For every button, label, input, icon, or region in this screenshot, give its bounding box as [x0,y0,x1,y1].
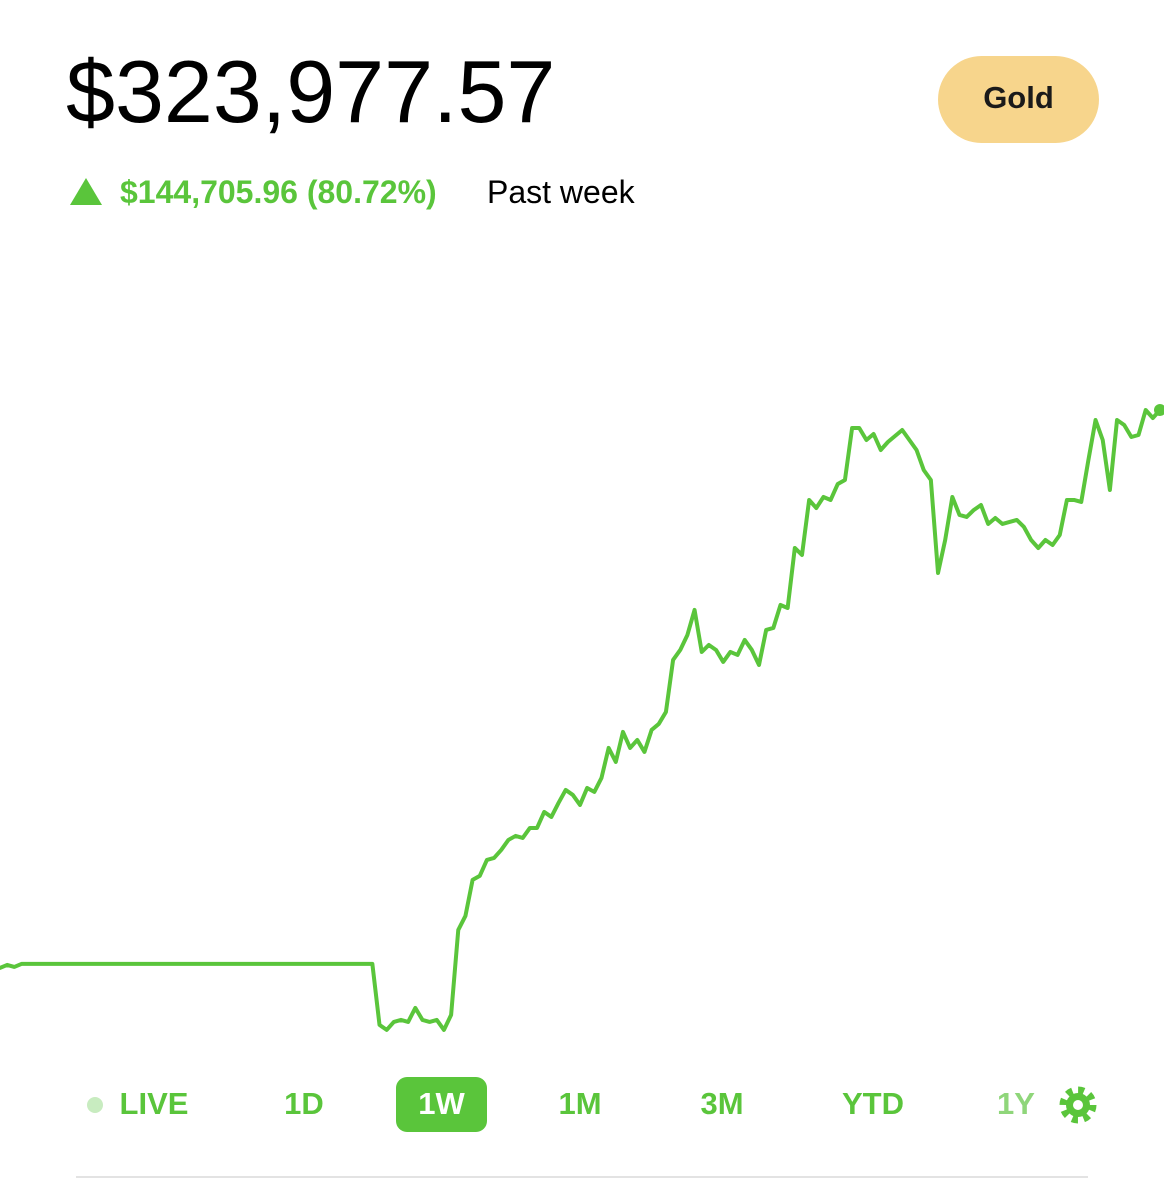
gold-label[interactable]: Gold [983,80,1054,115]
gear-hole[interactable] [1073,1100,1083,1110]
tab[interactable]: 1W [418,1086,465,1121]
live-dot [87,1097,103,1113]
chart [0,403,1164,1032]
period: Past week [487,174,636,210]
change: $144,705.96 (80.72%) [120,174,437,210]
tab[interactable]: 3M [700,1086,743,1121]
tab[interactable]: 1D [284,1086,324,1121]
balance: $323,977.57 [66,42,555,141]
tab[interactable]: 1Y [997,1086,1035,1121]
tab[interactable]: 1M [558,1086,601,1121]
tab[interactable]: LIVE [120,1086,189,1121]
current-point [1154,403,1164,416]
price-line [0,407,1162,1032]
gold-button[interactable]: Gold [938,56,1099,143]
settings-icon[interactable] [1059,1086,1097,1124]
gear-teeth[interactable] [1059,1086,1097,1124]
tab[interactable]: YTD [842,1086,904,1121]
up-arrow [70,178,102,205]
selected-tab-bg[interactable] [396,1077,487,1132]
gold-button-bg[interactable] [938,56,1099,143]
